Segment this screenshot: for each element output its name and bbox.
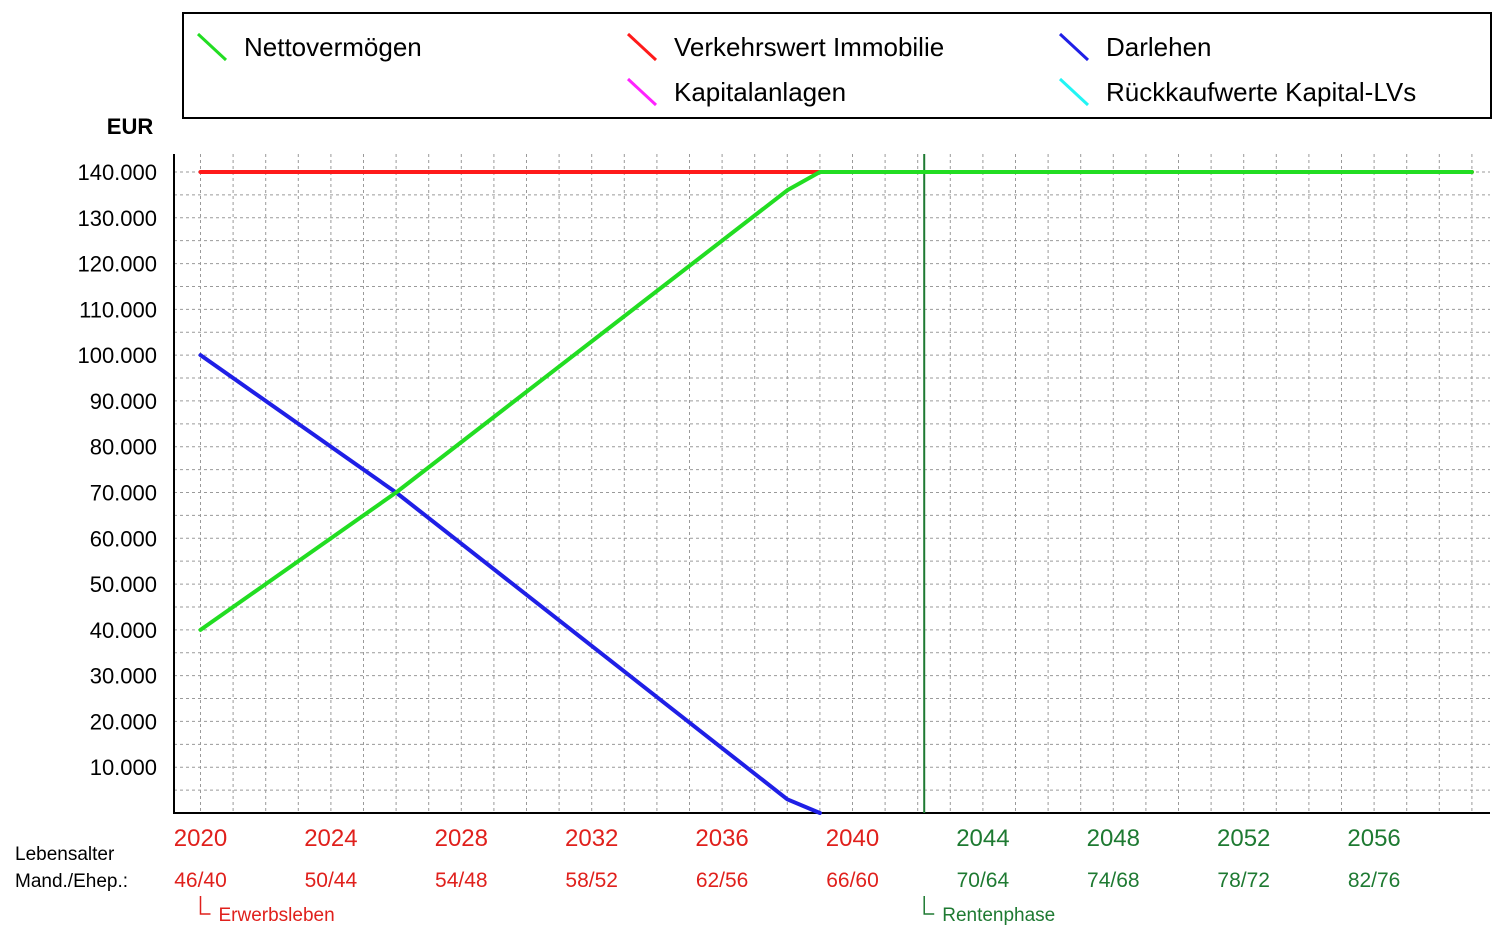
y-tick-label: 120.000 <box>77 252 157 277</box>
y-tick-label: 60.000 <box>90 526 157 551</box>
x-tick-year-label: 2048 <box>1087 825 1140 852</box>
y-tick-labels: 140.000 130.000 120.000 110.000 100.000 90.00… <box>77 160 157 780</box>
x-tick-age-label: 46/40 <box>174 869 227 892</box>
legend-label: Rückkaufwerte Kapital-LVs <box>1106 77 1416 107</box>
y-tick-label: 50.000 <box>90 572 157 597</box>
axes <box>173 154 1490 814</box>
series-lines <box>198 170 1474 815</box>
x-tick-year-label: 2044 <box>956 825 1009 852</box>
legend-swatch <box>626 32 658 62</box>
y-tick-label: 80.000 <box>90 435 157 460</box>
phase-label: Erwerbsleben <box>219 905 335 926</box>
x-tick-age-label: 74/68 <box>1087 869 1140 892</box>
x-tick-year-label: 2040 <box>826 825 879 852</box>
legend-swatch <box>196 32 228 62</box>
legend-label: Darlehen <box>1106 32 1212 62</box>
x-tick-age-label: 54/48 <box>435 869 488 892</box>
legend-label: Nettovermögen <box>244 32 422 62</box>
grid <box>174 154 1490 813</box>
legend-box <box>182 12 1492 119</box>
age-row-label: Lebensalter <box>15 844 115 865</box>
legend-swatch <box>1058 77 1090 107</box>
x-tick-year-label: 2052 <box>1217 825 1270 852</box>
y-tick-label: 10.000 <box>90 755 157 780</box>
x-tick-age-label: 50/44 <box>305 869 358 892</box>
legend-item: Darlehen <box>1058 32 1212 62</box>
legend-label: Verkehrswert Immobilie <box>674 32 944 62</box>
x-tick-age-label: 58/52 <box>565 869 618 892</box>
x-tick-age-label: 62/56 <box>696 869 749 892</box>
phase-bracket <box>923 896 935 915</box>
x-tick-year-label: 2028 <box>435 825 488 852</box>
series-line <box>198 170 1474 632</box>
phase-bracket <box>199 896 211 915</box>
x-tick-year-label: 2056 <box>1347 825 1400 852</box>
series-line <box>198 353 822 815</box>
x-tick-year-label: 2020 <box>174 825 227 852</box>
y-tick-label: 70.000 <box>90 481 157 506</box>
x-tick-year-label: 2024 <box>304 825 357 852</box>
legend-label: Kapitalanlagen <box>674 77 846 107</box>
x-tick-age-label: 78/72 <box>1217 869 1270 892</box>
x-tick-age-label: 66/60 <box>826 869 879 892</box>
x-tick-labels: 2020 46/40 2024 50/44 2028 54/48 2032 58/52 2036… <box>15 825 1401 892</box>
y-tick-label: 100.000 <box>77 343 157 368</box>
legend-swatch <box>626 77 658 107</box>
x-tick-age-label: 70/64 <box>957 869 1010 892</box>
x-tick-year-label: 2036 <box>695 825 748 852</box>
legend-item: Nettovermögen <box>196 32 422 62</box>
legend-item: Verkehrswert Immobilie <box>626 32 944 62</box>
y-tick-label: 130.000 <box>77 206 157 231</box>
legend-item: Kapitalanlagen <box>626 77 846 107</box>
y-tick-label: 110.000 <box>79 297 157 322</box>
y-tick-label: 140.000 <box>77 160 157 185</box>
y-axis-unit-label: EUR <box>107 114 154 139</box>
y-tick-label: 90.000 <box>90 389 157 414</box>
phase-label: Rentenphase <box>942 905 1055 926</box>
legend-swatch <box>1058 32 1090 62</box>
x-tick-age-label: 82/76 <box>1348 869 1401 892</box>
age-row-sublabel: Mand./Ehep.: <box>15 871 128 892</box>
phase-markers: Erwerbsleben Rentenphase <box>199 154 1055 926</box>
x-tick-year-label: 2032 <box>565 825 618 852</box>
y-tick-label: 40.000 <box>90 618 157 643</box>
legend-item: Rückkaufwerte Kapital-LVs <box>1058 77 1416 107</box>
y-tick-label: 20.000 <box>90 709 157 734</box>
y-tick-label: 30.000 <box>90 664 157 689</box>
legend: Nettovermögen Verkehrswert Immobilie Darle… <box>182 12 1492 119</box>
